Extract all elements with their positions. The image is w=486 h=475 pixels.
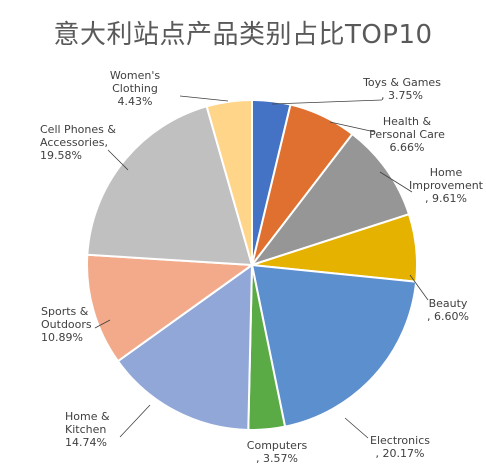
data-label: Women's Clothing 4.43% (110, 69, 160, 108)
pie-labels: Toys & Games, 3.75% Health & Personal Care… (40, 69, 484, 465)
data-label: Electronics, 20.17% (370, 434, 430, 460)
data-label-line: Home & (65, 410, 110, 423)
data-label: Sports & Outdoors 10.89% (41, 305, 92, 344)
data-label-line: Beauty (429, 297, 468, 310)
chart-title: 意大利站点产品类别占比TOP10 (53, 20, 433, 50)
leader-line (179, 95, 229, 102)
data-label: Home Improvement, 9.61% (409, 166, 484, 205)
data-label-line: Outdoors (41, 318, 92, 331)
leader-line (107, 149, 129, 171)
leader-line (94, 319, 111, 329)
data-label-line: Improvement (409, 179, 484, 192)
data-label-line: 10.89% (41, 331, 83, 344)
data-label-line: Clothing (112, 82, 158, 95)
data-label-line: Home (430, 166, 463, 179)
data-label-line: , 20.17% (376, 447, 425, 460)
leader-line (344, 417, 369, 439)
data-label-line: , 3.57% (256, 452, 298, 465)
leader-line (119, 404, 151, 438)
data-label-line: Personal Care (369, 128, 445, 141)
data-label-line: 6.66% (390, 141, 425, 154)
data-label-line: Toys & Games (362, 76, 441, 89)
data-label-line: Computers (247, 439, 308, 452)
data-label-line: 14.74% (65, 436, 107, 449)
data-label: Computers, 3.57% (247, 439, 308, 465)
leader-line (409, 274, 429, 301)
pie-slice-home-improvement (249, 132, 411, 267)
data-label: Health & Personal Care 6.66% (369, 115, 445, 154)
pie-slice-women-s-clothing (205, 98, 253, 266)
data-label: Cell Phones & Accessories, 19.58% (40, 123, 116, 162)
data-label-line: 19.58% (40, 149, 82, 162)
data-label-line: , 9.61% (425, 192, 467, 205)
data-label-line: Sports & (41, 305, 89, 318)
data-label-line: Women's (110, 69, 160, 82)
pie-slice-cell-phones-accessories (86, 105, 254, 267)
data-label-line: , 6.60% (427, 310, 469, 323)
data-label-line: Electronics (370, 434, 430, 447)
data-label-line: Kitchen (65, 423, 106, 436)
pie-slice-sports-outdoors (86, 253, 255, 363)
leader-line (329, 121, 376, 133)
data-label-line: , 3.75% (381, 89, 423, 102)
leader-line (271, 99, 383, 105)
data-label: Toys & Games, 3.75% (362, 76, 441, 102)
data-label-line: Health & (383, 115, 432, 128)
data-label-line: 4.43% (118, 95, 153, 108)
leader-line (379, 171, 413, 193)
data-label: Home & Kitchen 14.74% (65, 410, 110, 449)
pie-slice-home-kitchen (116, 263, 254, 431)
data-label-line: Cell Phones & (40, 123, 116, 136)
data-label-line: Accessories, (40, 136, 108, 149)
data-label: Beauty, 6.60% (427, 297, 469, 323)
pie-slice-electronics (250, 263, 418, 428)
pie-slices (86, 98, 418, 431)
